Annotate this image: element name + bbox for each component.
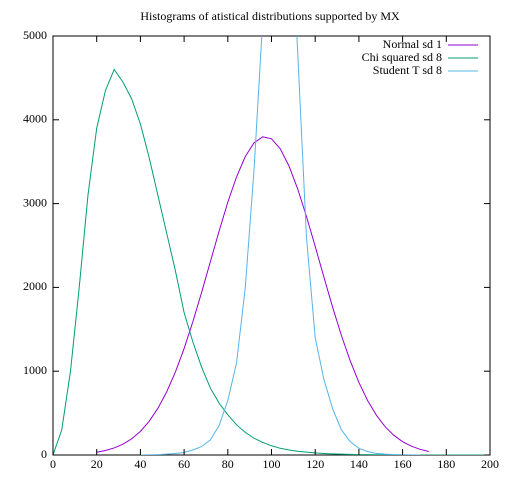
series-line — [96, 136, 429, 453]
x-tick-label: 60 — [178, 457, 190, 471]
plot-frame — [52, 35, 491, 456]
x-tick-label: 80 — [222, 457, 234, 471]
y-tick-label: 0 — [41, 447, 47, 461]
x-tick-label: 100 — [263, 457, 281, 471]
y-tick-label: 3000 — [23, 195, 47, 209]
y-tick-label: 2000 — [23, 279, 47, 293]
y-tick-label: 5000 — [23, 28, 47, 42]
x-tick-label: 0 — [50, 457, 56, 471]
x-tick-label: 180 — [437, 457, 455, 471]
legend-label: Student T sd 8 — [373, 63, 442, 77]
x-tick-label: 20 — [91, 457, 103, 471]
series-line — [140, 36, 421, 455]
legend-label: Normal sd 1 — [383, 37, 442, 51]
legend-label: Chi squared sd 8 — [362, 50, 442, 64]
series-line — [53, 68, 490, 455]
y-tick-label: 4000 — [23, 112, 47, 126]
y-tick-label: 1000 — [23, 363, 47, 377]
x-tick-label: 120 — [306, 457, 324, 471]
x-tick-label: 40 — [134, 457, 146, 471]
chart-title: Histograms of atistical distributions su… — [140, 9, 400, 23]
x-tick-label: 200 — [481, 457, 499, 471]
x-tick-label: 140 — [350, 457, 368, 471]
x-tick-label: 160 — [394, 457, 412, 471]
plot-area — [53, 36, 490, 455]
